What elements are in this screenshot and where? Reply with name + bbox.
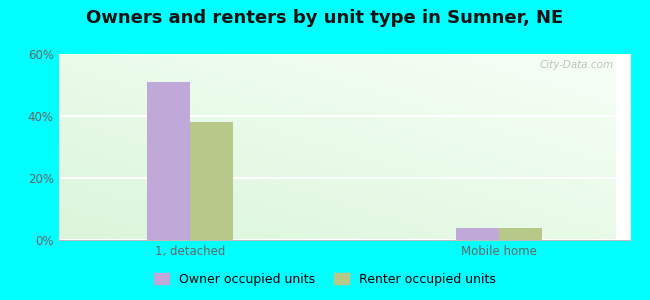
Bar: [147, 82, 190, 240]
Legend: Owner occupied units, Renter occupied units: Owner occupied units, Renter occupied un…: [149, 268, 501, 291]
Bar: [190, 122, 233, 240]
Bar: [456, 228, 499, 240]
Bar: [499, 228, 542, 240]
Text: Owners and renters by unit type in Sumner, NE: Owners and renters by unit type in Sumne…: [86, 9, 564, 27]
Text: City-Data.com: City-Data.com: [540, 60, 614, 70]
